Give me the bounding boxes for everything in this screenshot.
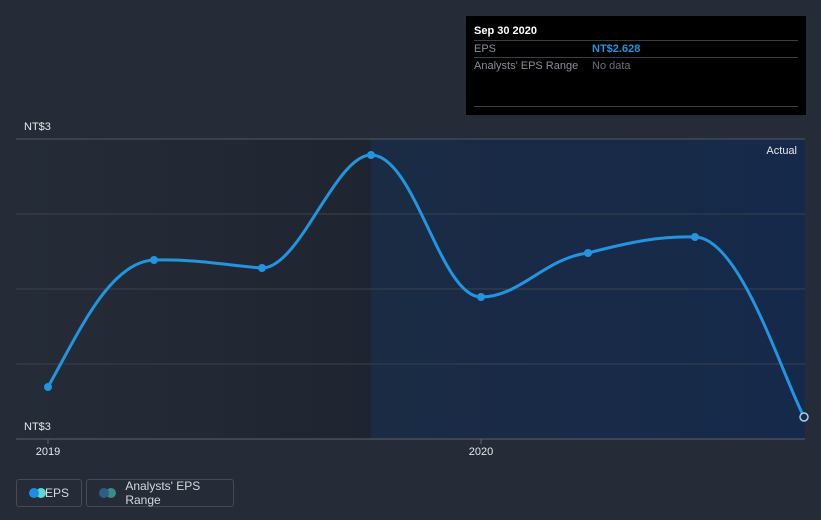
eps-point[interactable] [44,383,52,391]
eps-point[interactable] [150,256,158,264]
eps-point-selected[interactable] [799,412,809,422]
y-axis-top-label: NT$3 [24,121,51,133]
data-tooltip: Sep 30 2020 EPS NT$2.628 Analysts' EPS R… [466,16,806,115]
eps-point[interactable] [258,264,266,272]
tooltip-divider [474,106,798,107]
tooltip-range-value: No data [592,60,631,72]
eps-point[interactable] [367,151,375,159]
tooltip-eps-key: EPS [474,43,497,55]
legend-range-label: Analysts' EPS Range [125,479,201,507]
legend-range-toggle[interactable]: Analysts' EPS Range [86,479,234,507]
tooltip-range-key: Analysts' EPS Range [474,60,579,72]
legend-eps-label: EPS [44,486,69,500]
tooltip-date: Sep 30 2020 [474,25,537,37]
eps-point[interactable] [691,233,699,241]
eps-point[interactable] [477,293,485,301]
eps-legend-icon [29,488,46,498]
x-axis-label-2020: 2020 [468,446,494,458]
y-axis-bottom-label: NT$3 [24,421,51,433]
range-legend-icon [99,488,116,498]
eps-point[interactable] [584,249,592,257]
x-axis-label-2019: 2019 [35,446,61,458]
tooltip-row-eps: EPS NT$2.628 [474,40,798,58]
tooltip-row-range: Analysts' EPS Range No data [474,57,798,75]
actual-region-label: Actual [766,145,797,157]
legend-eps-toggle[interactable]: EPS [16,479,82,507]
tooltip-eps-value: NT$2.628 [592,43,641,55]
